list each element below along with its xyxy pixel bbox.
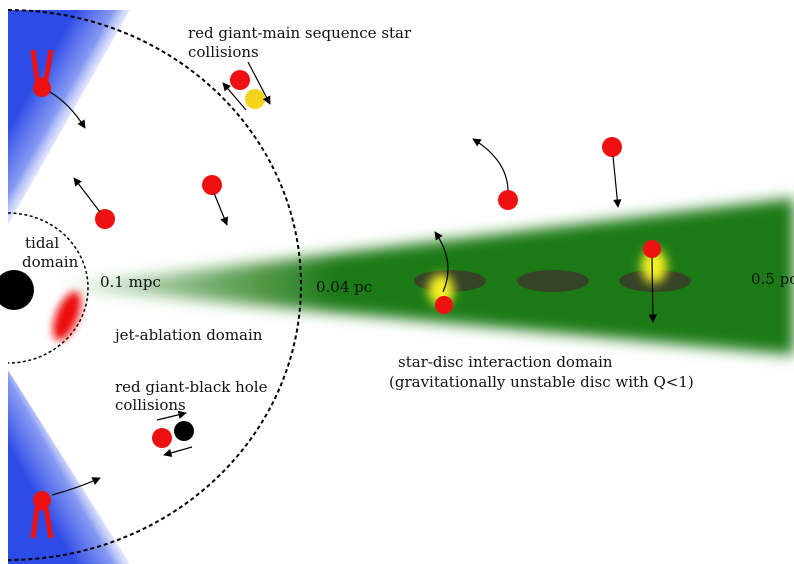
arrow-icon (163, 446, 193, 457)
arrow-icon (49, 91, 86, 129)
jet-top (8, 10, 130, 225)
red-giant-star-icon (230, 70, 250, 90)
radius-label-outer: 0.5 pc (751, 270, 794, 288)
arrow-icon (472, 138, 509, 191)
rg-bh-collisions-label-line1: red giant-black hole (115, 378, 268, 396)
radius-label-inner: 0.1 mpc (100, 273, 161, 291)
arrow-icon (73, 177, 101, 213)
red-giant-star-icon (435, 296, 453, 314)
red-giant-star-icon (95, 209, 115, 229)
red-giant-star-icon (498, 190, 518, 210)
arrow-icon (222, 82, 247, 111)
tidal-label-line2: domain (22, 253, 79, 271)
outer-domain-boundary (7, 9, 302, 561)
red-giant-in-jet-top (30, 49, 54, 97)
tidal-domain-boundary (7, 212, 89, 364)
radius-label-mid: 0.04 pc (316, 278, 372, 296)
rg-ms-collisions-label-line1: red giant-main sequence star (188, 24, 412, 42)
black-hole-icon (0, 270, 34, 310)
stellar-black-hole-icon (174, 421, 194, 441)
tidal-label-line1: tidal (25, 234, 59, 252)
rg-ms-collisions-label-line2: collisions (188, 43, 259, 61)
red-giant-star-icon (202, 175, 222, 195)
red-giant-star-icon (152, 428, 172, 448)
main-sequence-star-icon (245, 89, 265, 109)
star-disc-domain-label-line2: (gravitationally unstable disc with Q<1) (389, 373, 694, 391)
red-giant-star-icon (602, 137, 622, 157)
red-giant-star-icon (643, 240, 661, 258)
star-disc-glow (641, 249, 667, 283)
arrow-icon (434, 231, 449, 293)
arrow-icon (247, 61, 271, 105)
star-disc-domain-label-line1: star-disc interaction domain (398, 353, 613, 371)
arrow-icon (156, 410, 187, 421)
jet-bottom (8, 370, 130, 564)
arrow-icon (648, 257, 658, 323)
red-giant-in-jet-bottom (30, 491, 54, 539)
disc-shadow (517, 270, 589, 292)
arrow-icon (612, 155, 622, 208)
ablated-star (52, 291, 82, 341)
rg-bh-collisions-label-line2: collisions (115, 396, 186, 414)
arrow-icon (213, 192, 229, 226)
arrow-icon (51, 477, 101, 496)
jet-ablation-domain-label: jet-ablation domain (113, 326, 263, 344)
